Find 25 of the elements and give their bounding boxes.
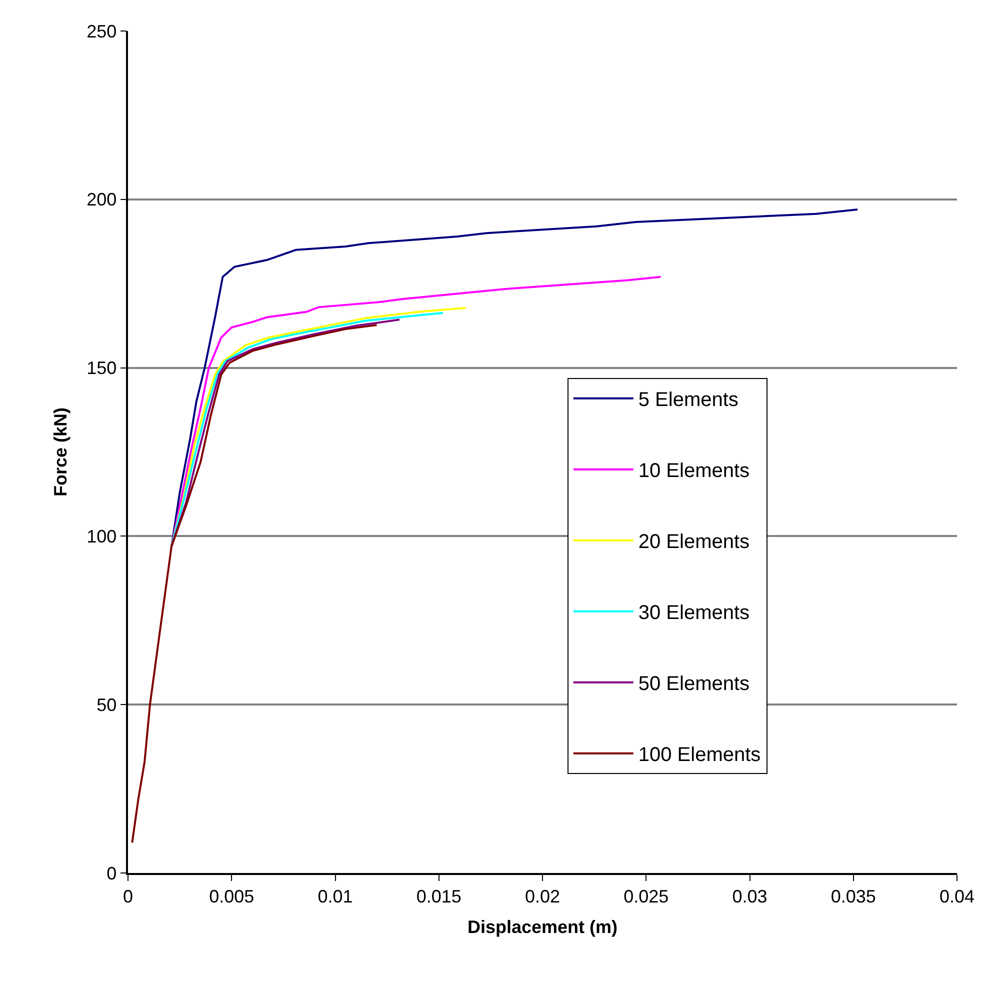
- x-tick-label: 0.025: [624, 886, 669, 906]
- x-tick-label: 0.035: [830, 886, 876, 906]
- y-tick-label: 200: [86, 190, 117, 210]
- x-tick-label: 0.04: [939, 886, 975, 906]
- legend-label: 10 Elements: [638, 460, 750, 482]
- legend-label: 30 Elements: [638, 602, 750, 624]
- x-axis-title: Displacement (m): [467, 916, 618, 937]
- y-tick-label: 0: [106, 863, 117, 884]
- x-tick-label: 0.03: [732, 886, 768, 906]
- legend-label: 20 Elements: [638, 531, 750, 554]
- line-series: [131, 324, 378, 844]
- y-tick-label: 100: [86, 526, 117, 546]
- y-tick-label: 250: [86, 21, 117, 42]
- x-tick-label: 0.01: [318, 886, 353, 906]
- legend-label: 5 Elements: [638, 389, 738, 412]
- y-axis-title: Force (kN): [50, 407, 70, 497]
- legend-label: 50 Elements: [638, 673, 750, 696]
- y-tick-label: 50: [96, 694, 117, 715]
- x-tick-label: 0.005: [209, 886, 254, 906]
- x-tick-label: 0.02: [524, 886, 560, 906]
- y-tick-label: 150: [86, 358, 117, 378]
- x-tick-label: 0.015: [416, 886, 462, 906]
- line-series: [170, 208, 859, 548]
- legend-label: 100 Elements: [638, 744, 761, 766]
- x-tick-label: 0: [122, 886, 134, 906]
